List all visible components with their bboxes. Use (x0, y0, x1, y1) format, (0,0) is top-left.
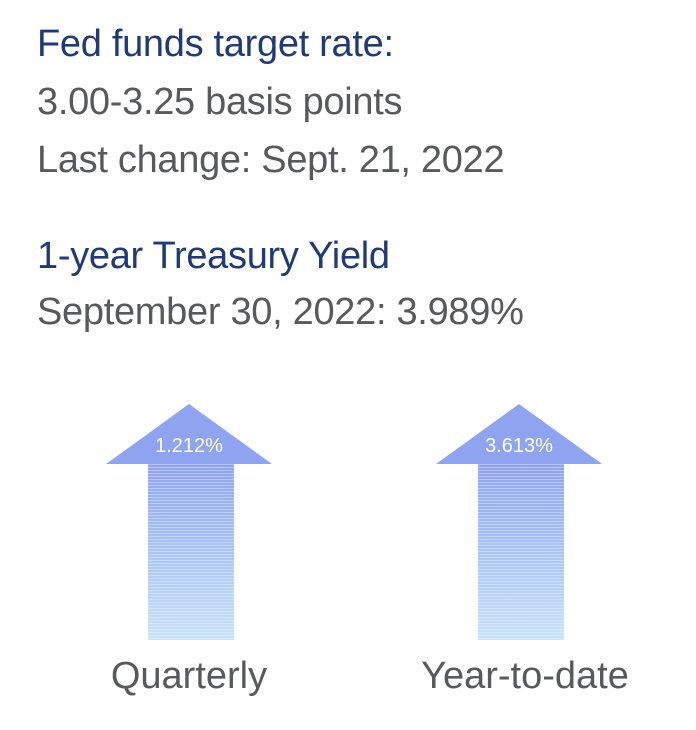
treasury-yield-value: September 30, 2022: 3.989% (37, 291, 524, 333)
fed-funds-rate: 3.00-3.25 basis points (37, 81, 403, 123)
year-to-date-up-arrow-icon: 3.613% (436, 404, 602, 640)
treasury-title: 1-year Treasury Yield (37, 235, 390, 277)
quarterly-arrow-shaft (148, 464, 234, 640)
year-to-date-label: Year-to-date (421, 655, 629, 697)
fed-funds-last-change: Last change: Sept. 21, 2022 (37, 139, 505, 181)
quarterly-up-arrow-icon: 1.212% (106, 404, 272, 640)
year-to-date-change-value: 3.613% (485, 435, 553, 457)
year-to-date-arrow-shaft (478, 464, 564, 640)
quarterly-change-value: 1.212% (155, 435, 223, 457)
quarterly-label: Quarterly (110, 655, 268, 697)
fed-funds-title: Fed funds target rate: (37, 23, 394, 65)
